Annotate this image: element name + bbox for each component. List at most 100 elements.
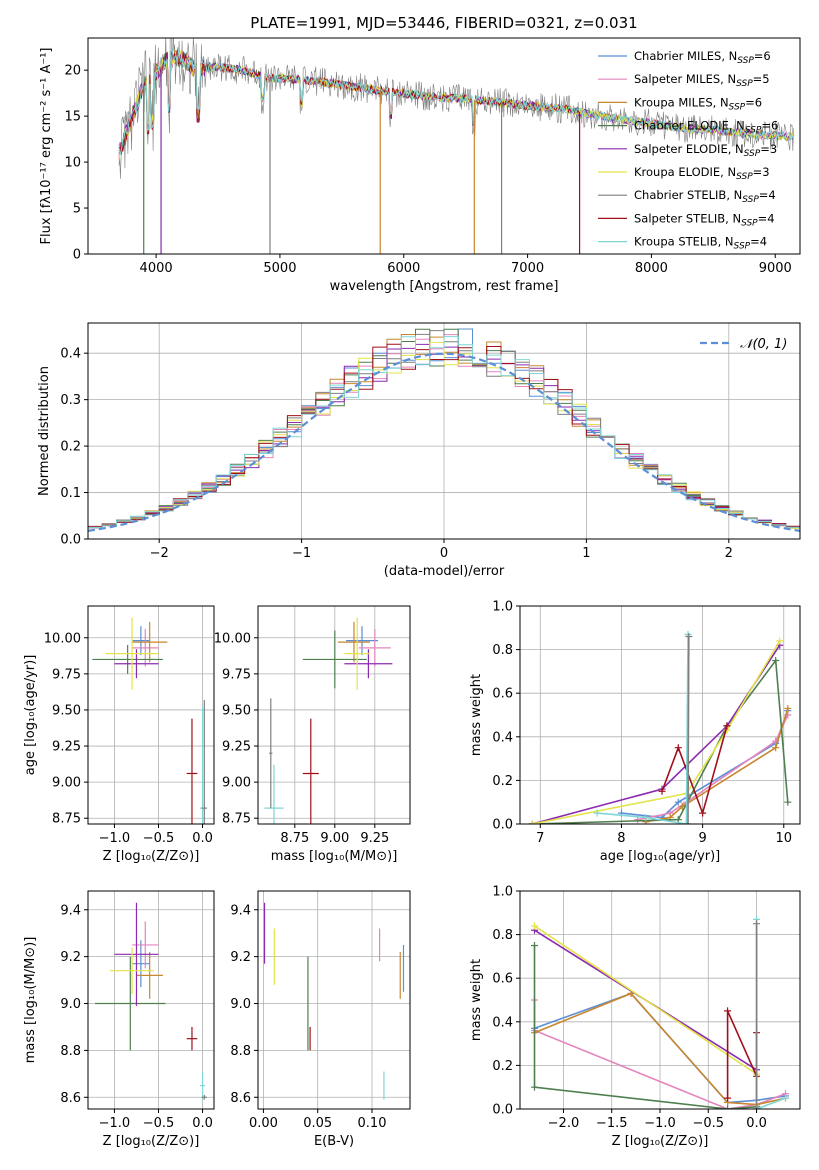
x-tick-label: 5000	[263, 261, 296, 276]
legend-entry: Salpeter MILES, NSSP=5	[634, 72, 770, 89]
y-tick-label: 9.2	[60, 950, 81, 965]
x-tick-label: 0.0	[192, 1116, 213, 1131]
x-tick-label: 0.05	[303, 1116, 332, 1131]
y-axis-label: mass weight	[469, 959, 484, 1041]
weight-line-kroupa-stelib	[597, 634, 689, 824]
weight-marker	[753, 920, 761, 928]
errorbar-point	[186, 718, 198, 824]
y-tick-label: 8.6	[60, 1091, 81, 1106]
weight-marker	[530, 942, 538, 949]
age_vs_Z-marks	[92, 617, 207, 824]
age_vs_mass-marks	[264, 617, 393, 824]
y-tick-label: 0.0	[60, 533, 81, 548]
y-axis-label: Flux [fλ10⁻¹⁷ erg cm⁻² s⁻¹ A⁻¹]	[39, 48, 54, 245]
weight-line-chabrier-stelib	[687, 636, 690, 824]
y-tick-label: 0.2	[492, 774, 513, 789]
legend-entry: Kroupa STELIB, NSSP=4	[634, 235, 767, 252]
weight-marker	[724, 1105, 732, 1109]
x-axis-label: Z [log₁₀(Z/Z⊙)]	[612, 1134, 709, 1149]
y-tick-label: 0.1	[60, 486, 81, 501]
weight-marker	[753, 1105, 761, 1109]
weight-marker	[593, 809, 601, 817]
x-tick-label: −0.5	[143, 831, 175, 846]
spectrum-panel: 4000 5000 6000 7000 8000 9000 0 5 10 15 20 waveleng…	[39, 37, 801, 294]
x-axis-label: mass [log₁₀(M/M⊙)]	[271, 849, 398, 864]
x-tick-label: −1.0	[99, 1116, 131, 1131]
y-tick-label: 20	[64, 64, 81, 79]
residuals-frame	[87, 322, 801, 540]
weight-marker	[685, 633, 693, 641]
errorbar-point	[302, 630, 367, 689]
y-tick-label: 0.2	[60, 440, 81, 455]
y-tick-label: 9.50	[222, 703, 251, 718]
x-tick-label: 9000	[759, 261, 792, 276]
x-tick-label: 0.0	[192, 831, 213, 846]
y-axis-label: mass [log₁₀(M/M⊙)]	[23, 937, 38, 1064]
legend-suffix: =3	[760, 142, 777, 156]
age_vs_Z-grid	[88, 606, 214, 824]
x-axis-label: Z [log₁₀(Z/Z⊙)]	[103, 1134, 200, 1149]
x-tick-label: 8000	[635, 261, 668, 276]
legend-entry: 𝒩(0, 1)	[740, 337, 787, 352]
y-tick-label: 8.6	[230, 1091, 251, 1106]
y-tick-label: 8.8	[230, 1044, 251, 1059]
x-tick-label: −0.5	[143, 1116, 175, 1131]
mass_vs_ebv-marks	[263, 902, 405, 1100]
legend-text: Chabrier MILES, N	[634, 49, 737, 63]
x-tick-label: 9.00	[320, 831, 349, 846]
weight-marker	[723, 722, 731, 730]
x-tick-label: 0.00	[249, 1116, 278, 1131]
y-tick-label: 9.75	[52, 667, 81, 682]
x-tick-label: −1	[292, 546, 311, 561]
x-tick-label: 7000	[511, 261, 544, 276]
legend-subscript: SSP	[744, 149, 761, 159]
errorbar-point	[92, 644, 163, 674]
mass_vs_Z-grid	[88, 891, 214, 1109]
weight-marker	[684, 820, 692, 824]
y-tick-label: 9.4	[60, 903, 81, 918]
weight-marker	[642, 813, 650, 821]
weight-marker	[772, 744, 780, 752]
legend-subscript: SSP	[734, 242, 751, 252]
x-tick-label: −1.0	[644, 1116, 676, 1131]
y-tick-label: 0	[73, 248, 81, 263]
x-tick-label: −0.5	[692, 1116, 724, 1131]
y-tick-label: 9.00	[52, 776, 81, 791]
mass_vs_ebv-frame	[257, 890, 411, 1110]
x-tick-label: 2	[725, 546, 733, 561]
y-tick-label: 1.0	[492, 600, 513, 615]
x-tick-label: 0	[440, 546, 448, 561]
x-tick-label: −2.0	[548, 1116, 580, 1131]
legend-text: Kroupa STELIB, N	[634, 235, 734, 249]
x-tick-label: 8.75	[280, 831, 309, 846]
errorbar-point	[358, 629, 391, 667]
weight_vs_Z-marks	[530, 915, 790, 1109]
errorbar-point	[110, 947, 155, 995]
weight-marker	[682, 820, 690, 824]
weight-line-salpeter-miles	[637, 714, 789, 821]
errorbar-point	[201, 699, 207, 824]
age_vs_Z-frame	[87, 605, 215, 825]
y-tick-label: 9.2	[230, 950, 251, 965]
weight-line-kroupa-stelib	[755, 919, 786, 1109]
weight-marker	[530, 922, 538, 930]
weight-marker	[528, 820, 536, 824]
weight-marker	[699, 809, 707, 817]
x-axis-label: Z [log₁₀(Z/Z⊙)]	[103, 849, 200, 864]
x-tick-label: 1	[582, 546, 590, 561]
weight-marker	[530, 1083, 538, 1091]
y-tick-label: 9.0	[60, 997, 81, 1012]
legend-text: Salpeter MILES, N	[634, 72, 736, 86]
y-tick-label: 9.4	[230, 903, 251, 918]
legend-entry: Chabrier ELODIE, NSSP=6	[634, 119, 778, 136]
y-tick-label: 0.0	[492, 818, 513, 833]
x-tick-label: 8	[617, 831, 625, 846]
y-tick-label: 10	[64, 156, 81, 171]
y-tick-label: 8.75	[52, 812, 81, 827]
y-tick-label: 0.8	[492, 928, 513, 943]
weight-marker	[784, 798, 792, 806]
x-tick-label: −1.0	[99, 831, 131, 846]
x-tick-label: −1.5	[596, 1116, 628, 1131]
x-axis-label: wavelength [Angstrom, rest frame]	[330, 279, 559, 294]
legend-text: Kroupa MILES, N	[634, 95, 729, 109]
